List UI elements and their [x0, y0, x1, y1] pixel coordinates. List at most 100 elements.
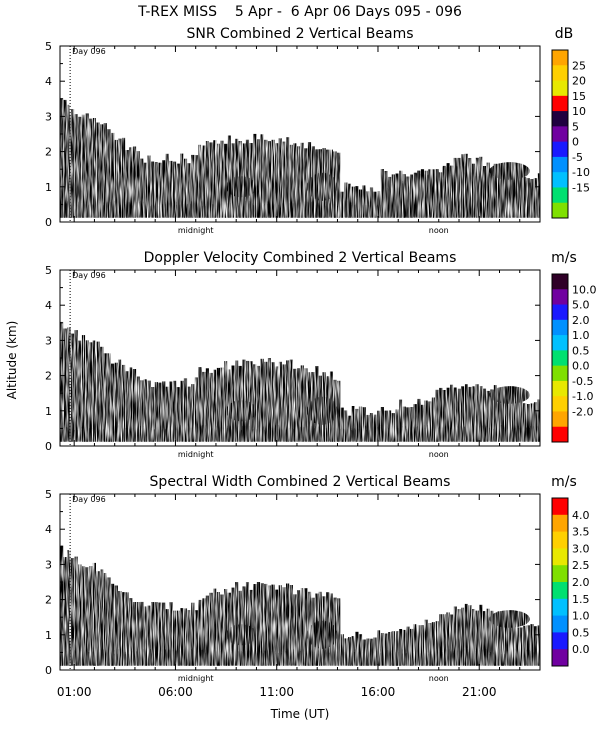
data-cell	[162, 160, 166, 217]
data-cell	[326, 652, 330, 666]
data-cell	[406, 176, 410, 218]
data-cell	[486, 167, 490, 218]
y-tick-label: 2	[45, 370, 52, 383]
data-cell	[147, 605, 151, 665]
data-cell	[457, 609, 461, 665]
data-cell	[461, 426, 465, 442]
data-cell	[428, 426, 432, 442]
data-cell	[256, 365, 261, 441]
data-cell	[103, 353, 107, 441]
data-cell	[264, 203, 268, 218]
data-cell	[340, 428, 344, 442]
data-cell	[132, 205, 137, 218]
data-cell	[282, 587, 286, 665]
data-cell	[260, 134, 264, 217]
data-cell	[180, 608, 184, 665]
data-cell	[96, 202, 100, 218]
data-cell	[424, 175, 428, 218]
clear-gap	[307, 620, 338, 649]
data-cell	[322, 205, 326, 218]
data-cell	[122, 364, 126, 441]
colorbar-swatch	[552, 126, 568, 143]
data-cell	[457, 388, 461, 441]
data-cell	[103, 202, 107, 218]
data-cell	[216, 425, 220, 442]
data-cell	[439, 387, 443, 441]
data-cell	[253, 364, 257, 441]
colorbar-tick-label: 0.0	[572, 360, 590, 373]
data-cell	[154, 602, 158, 665]
data-cell	[136, 201, 140, 218]
noon-label: noon	[429, 674, 449, 683]
data-cell	[158, 162, 162, 217]
data-cell	[180, 380, 184, 441]
y-tick-label: 3	[45, 558, 52, 571]
data-cell	[271, 427, 275, 442]
data-cell	[140, 200, 144, 218]
data-cell	[151, 387, 155, 441]
data-cell	[380, 633, 384, 665]
data-cell	[122, 204, 126, 218]
data-cell	[118, 649, 122, 666]
data-cell	[63, 650, 67, 666]
data-cell	[515, 169, 519, 218]
data-cell	[348, 430, 352, 442]
x-tick-label: 01:00	[57, 685, 92, 699]
data-cell	[151, 429, 155, 442]
data-cell	[114, 653, 118, 666]
data-cell	[245, 425, 250, 442]
data-cell	[216, 367, 220, 441]
data-cell	[118, 425, 122, 442]
y-tick-label: 3	[45, 334, 52, 347]
data-cell	[60, 429, 64, 442]
data-cell	[180, 204, 184, 218]
data-cell	[63, 203, 67, 218]
data-cell	[162, 429, 166, 442]
data-cell	[464, 603, 468, 665]
data-cell	[504, 399, 508, 441]
data-cell	[442, 390, 446, 441]
data-cell	[242, 205, 246, 218]
colorbar-swatch	[552, 498, 568, 516]
data-cell	[344, 182, 348, 217]
data-cell	[260, 653, 264, 666]
data-cell	[435, 621, 439, 665]
data-cell	[457, 166, 461, 218]
data-cell	[395, 631, 399, 665]
midnight-label: midnight	[178, 450, 214, 459]
data-cell	[154, 653, 158, 666]
data-cell	[63, 99, 67, 217]
data-cell	[198, 649, 202, 666]
y-tick-label: 5	[45, 40, 52, 53]
data-cell	[333, 203, 337, 218]
data-cell	[304, 201, 308, 218]
data-cell	[74, 330, 78, 441]
data-cell	[442, 427, 446, 442]
data-cell	[468, 605, 472, 665]
clear-gap	[489, 610, 530, 628]
data-cell	[220, 651, 224, 666]
data-cell	[413, 404, 417, 441]
data-cell	[60, 545, 64, 665]
data-cell	[512, 619, 516, 665]
data-cell	[260, 426, 264, 442]
data-cell	[333, 427, 337, 442]
data-cell	[399, 649, 403, 666]
data-cell	[169, 203, 173, 218]
data-cell	[213, 650, 217, 666]
data-cell	[253, 652, 257, 666]
colorbar-swatch	[552, 548, 568, 566]
data-cell	[530, 425, 534, 442]
data-cell	[132, 428, 137, 442]
data-cell	[125, 371, 129, 441]
data-cell	[256, 651, 261, 666]
data-cell	[431, 429, 435, 442]
data-cell	[486, 427, 490, 442]
x-axis-label: Time (UT)	[270, 707, 330, 721]
colorbar-tick-label: 0.5	[572, 626, 590, 639]
data-cell	[70, 333, 75, 441]
data-cell	[493, 176, 497, 218]
data-cell	[293, 594, 297, 665]
data-cell	[70, 430, 75, 442]
data-cell	[154, 429, 158, 442]
